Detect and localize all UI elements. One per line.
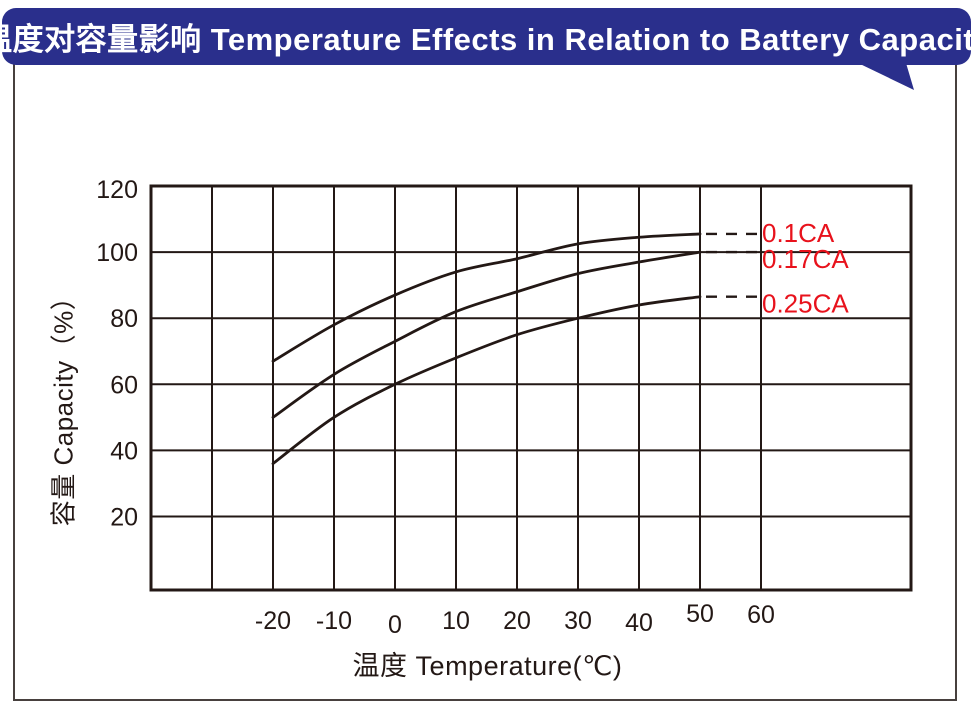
plot-border <box>149 184 913 592</box>
series-curve-0.25CA <box>271 295 702 466</box>
series-label-0.1CA: 0.1CA <box>762 218 835 248</box>
y-tick-label: 40 <box>110 437 138 465</box>
y-tick-label: 60 <box>110 371 138 399</box>
title-banner: 温度对容量影响 Temperature Effects in Relation … <box>0 8 975 65</box>
y-tick-label: 80 <box>110 305 138 333</box>
x-tick-label: 50 <box>686 600 714 628</box>
x-tick-label: -20 <box>255 607 291 635</box>
x-tick-label: 40 <box>625 609 653 637</box>
page-frame <box>13 60 957 701</box>
series-curve-0.1CA <box>271 232 702 363</box>
series-label-0.25CA: 0.25CA <box>762 289 849 319</box>
y-tick-label: 120 <box>96 176 138 204</box>
x-tick-label: -10 <box>316 607 352 635</box>
x-tick-label: 0 <box>388 611 402 639</box>
banner-tail-icon <box>858 63 914 90</box>
series-curve-0.17CA <box>271 250 702 419</box>
page-title: 温度对容量影响 Temperature Effects in Relation … <box>0 22 975 57</box>
x-tick-label: 10 <box>442 607 470 635</box>
series-label-0.17CA: 0.17CA <box>762 244 849 274</box>
y-tick-label: 20 <box>110 504 138 532</box>
x-tick-label: 20 <box>503 607 531 635</box>
x-axis-title: 温度 Temperature(℃) <box>352 651 623 681</box>
y-tick-label: 100 <box>96 239 138 267</box>
x-tick-label: 30 <box>564 607 592 635</box>
x-tick-label: 60 <box>747 601 775 629</box>
